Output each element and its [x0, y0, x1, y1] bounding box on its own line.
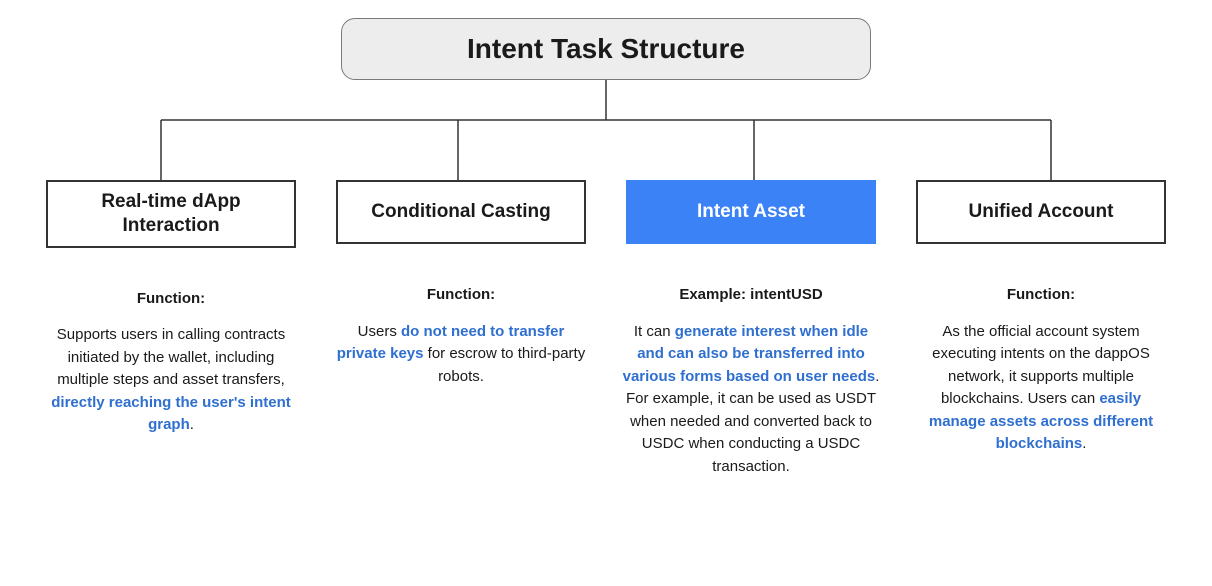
child-title: Intent Asset [697, 200, 805, 224]
desc-pre: Users [358, 323, 401, 340]
child-node-unified-account: Unified Account [916, 180, 1166, 244]
desc-post: for escrow to third-party robots. [424, 345, 586, 385]
child-col-3: Unified Account Function: As the officia… [906, 180, 1176, 478]
child-col-1: Conditional Casting Function: Users do n… [326, 180, 596, 478]
child-desc-3: Function: As the official account system… [911, 284, 1171, 456]
child-node-conditional-casting: Conditional Casting [336, 180, 586, 244]
child-desc-2: Example: intentUSD It can generate inter… [621, 284, 881, 478]
desc-heading: Function: [911, 284, 1171, 307]
child-desc-1: Function: Users do not need to transfer … [331, 284, 591, 388]
desc-body: It can generate interest when idle and c… [621, 321, 881, 479]
child-title: Real-time dApp Interaction [58, 190, 284, 238]
desc-pre: Supports users in calling contracts init… [57, 326, 285, 388]
child-title: Unified Account [969, 200, 1114, 224]
child-title: Conditional Casting [371, 200, 550, 224]
child-col-0: Real-time dApp Interaction Function: Sup… [36, 180, 306, 478]
desc-post: . [1082, 435, 1086, 452]
child-node-realtime-dapp: Real-time dApp Interaction [46, 180, 296, 248]
desc-highlight: directly reaching the user's intent grap… [51, 394, 290, 434]
root-node: Intent Task Structure [341, 18, 871, 80]
child-col-2: Intent Asset Example: intentUSD It can g… [616, 180, 886, 478]
desc-post: . [190, 416, 194, 433]
connectors [0, 80, 1212, 180]
root-title: Intent Task Structure [467, 33, 745, 65]
desc-body: As the official account system executing… [911, 321, 1171, 456]
desc-heading: Function: [331, 284, 591, 307]
children-row: Real-time dApp Interaction Function: Sup… [0, 180, 1212, 478]
desc-body: Users do not need to transfer private ke… [331, 321, 591, 389]
desc-pre: It can [634, 323, 675, 340]
diagram-canvas: Intent Task Structure Real-time dApp Int… [0, 0, 1212, 586]
child-node-intent-asset: Intent Asset [626, 180, 876, 244]
desc-heading: Example: intentUSD [621, 284, 881, 307]
desc-body: Supports users in calling contracts init… [41, 324, 301, 437]
desc-heading: Function: [41, 288, 301, 311]
child-desc-0: Function: Supports users in calling cont… [41, 288, 301, 437]
